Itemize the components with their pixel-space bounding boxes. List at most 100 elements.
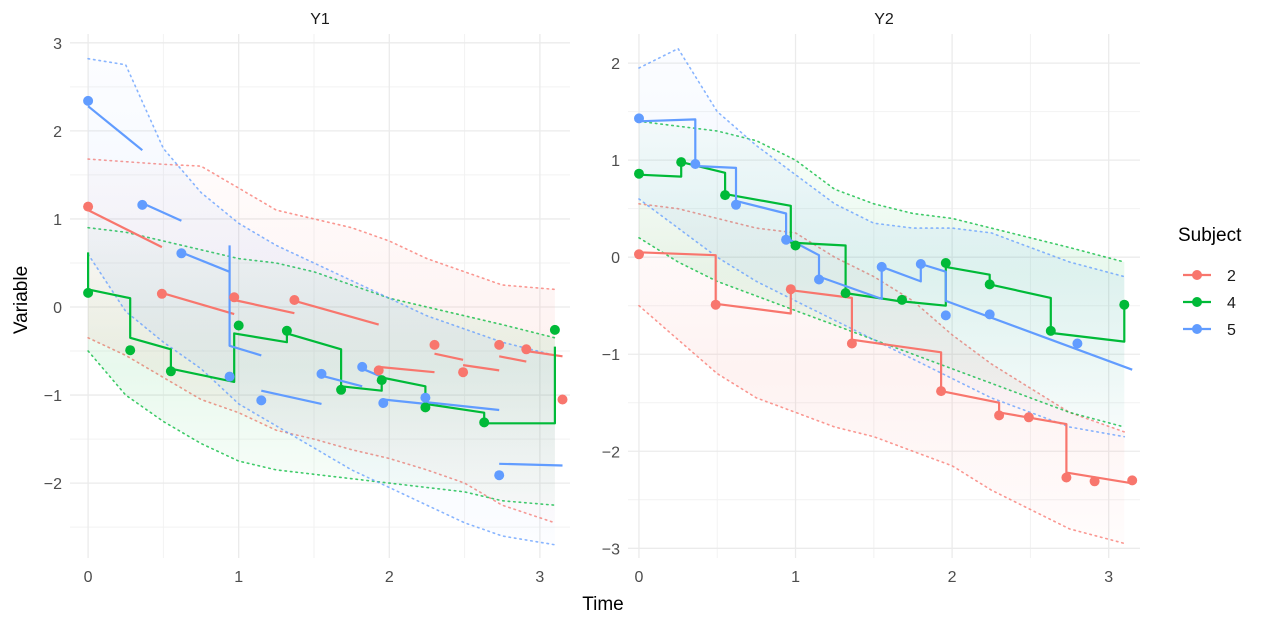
point-subject-5 xyxy=(634,113,644,124)
y-tick-label: 0 xyxy=(53,300,62,317)
point-subject-4 xyxy=(376,375,387,386)
fit-line-subject-2 xyxy=(498,355,527,363)
point-subject-4 xyxy=(83,287,94,298)
panel-y1: 0 1 2 3 −2 −1 0 1 2 3 Y1 xyxy=(44,11,570,586)
x-tick-label: 0 xyxy=(635,569,644,586)
point-subject-2 xyxy=(156,288,167,299)
fit-line-subject-5 xyxy=(425,401,500,412)
band-lower-subject-5 xyxy=(638,198,1126,438)
x-tick-label: 2 xyxy=(948,569,957,586)
point-subject-4 xyxy=(165,366,176,377)
point-subject-2 xyxy=(521,344,532,355)
fit-line-subject-5 xyxy=(321,374,363,388)
band-area-subject-5 xyxy=(88,58,555,545)
fit-line-subject-2 xyxy=(434,352,464,361)
point-subject-2 xyxy=(634,249,644,260)
point-subject-4 xyxy=(1119,299,1130,310)
point-subject-5 xyxy=(731,199,741,210)
legend-title: Subject xyxy=(1178,225,1242,246)
legend-label-4: 4 xyxy=(1227,295,1236,312)
point-subject-4 xyxy=(125,345,136,356)
point-subject-2 xyxy=(289,295,300,305)
point-subject-5 xyxy=(915,259,926,269)
y-tick-label: −2 xyxy=(602,444,620,461)
point-subject-5 xyxy=(256,395,267,406)
point-subject-4 xyxy=(479,417,490,428)
point-subject-5 xyxy=(781,234,792,245)
point-subject-4 xyxy=(233,320,244,331)
legend: Subject 2 4 5 xyxy=(1178,225,1242,339)
y-tick-label: −1 xyxy=(44,388,62,405)
y-tick-label: −2 xyxy=(44,476,62,493)
point-subject-5 xyxy=(137,199,148,210)
point-subject-2 xyxy=(229,292,240,303)
point-subject-4 xyxy=(336,384,347,395)
fit-line-subject-2 xyxy=(638,251,1133,485)
point-subject-2 xyxy=(1089,476,1100,487)
fit-line-subject-2 xyxy=(378,365,435,374)
point-subject-4 xyxy=(790,240,801,251)
legend-key-point-4 xyxy=(1192,297,1202,307)
point-subject-2 xyxy=(1023,412,1034,423)
point-subject-5 xyxy=(494,470,505,481)
point-subject-4 xyxy=(840,288,851,299)
panel-title: Y1 xyxy=(310,11,330,28)
point-subject-4 xyxy=(720,190,731,201)
point-subject-4 xyxy=(634,168,644,179)
band-lower-subject-5 xyxy=(87,253,556,546)
point-subject-5 xyxy=(940,310,951,321)
point-subject-4 xyxy=(897,294,907,305)
band-upper-subject-5 xyxy=(87,57,556,357)
point-subject-5 xyxy=(83,95,94,106)
y-tick-label: 1 xyxy=(611,153,620,170)
point-subject-2 xyxy=(846,338,857,349)
point-subject-4 xyxy=(1045,325,1056,336)
point-subject-4 xyxy=(420,402,431,413)
band-upper-subject-5 xyxy=(638,47,1126,278)
point-subject-2 xyxy=(494,339,505,350)
point-subject-2 xyxy=(83,201,94,212)
fit-line-subject-2 xyxy=(462,364,500,372)
x-tick-label: 3 xyxy=(535,569,544,586)
y-tick-label: 3 xyxy=(53,36,62,53)
y-tick-label: −1 xyxy=(602,347,620,364)
legend-key-point-5 xyxy=(1192,324,1202,334)
x-tick-label: 1 xyxy=(791,569,800,586)
y-axis-title: Variable xyxy=(11,266,32,334)
band-lower-subject-2 xyxy=(638,304,1126,545)
point-subject-5 xyxy=(876,261,887,272)
legend-key-point-2 xyxy=(1192,270,1202,280)
fit-line-subject-5 xyxy=(180,251,231,273)
point-subject-5 xyxy=(378,398,389,408)
fit-line-subject-4 xyxy=(638,161,1126,343)
point-subject-2 xyxy=(936,386,947,397)
point-subject-2 xyxy=(710,299,721,310)
fit-line-subject-2 xyxy=(233,298,295,315)
point-subject-2 xyxy=(1127,475,1138,486)
point-subject-2 xyxy=(373,365,384,376)
point-subject-2 xyxy=(994,410,1005,421)
fit-line-subject-5 xyxy=(228,245,262,357)
point-subject-2 xyxy=(557,394,568,405)
y-tick-label: 2 xyxy=(53,124,62,141)
fit-line-subject-5 xyxy=(141,202,182,222)
panel-title: Y2 xyxy=(874,11,894,28)
point-subject-5 xyxy=(176,248,187,259)
fit-line-subject-2 xyxy=(87,209,163,249)
point-subject-5 xyxy=(690,159,701,169)
x-tick-label: 0 xyxy=(84,569,93,586)
y-tick-label: −3 xyxy=(602,541,620,558)
y-tick-label: 0 xyxy=(611,250,620,267)
point-subject-4 xyxy=(940,258,951,268)
fit-line-subject-5 xyxy=(383,398,426,405)
point-subject-5 xyxy=(420,392,431,403)
point-subject-2 xyxy=(458,367,469,378)
x-tick-label: 1 xyxy=(234,569,243,586)
x-tick-label: 3 xyxy=(1104,569,1113,586)
band-area-subject-5 xyxy=(639,48,1125,437)
fit-line-subject-5 xyxy=(261,389,322,405)
point-subject-4 xyxy=(676,157,687,168)
point-subject-2 xyxy=(1061,472,1072,483)
y-tick-label: 1 xyxy=(53,212,62,229)
fit-line-subject-2 xyxy=(526,349,563,358)
